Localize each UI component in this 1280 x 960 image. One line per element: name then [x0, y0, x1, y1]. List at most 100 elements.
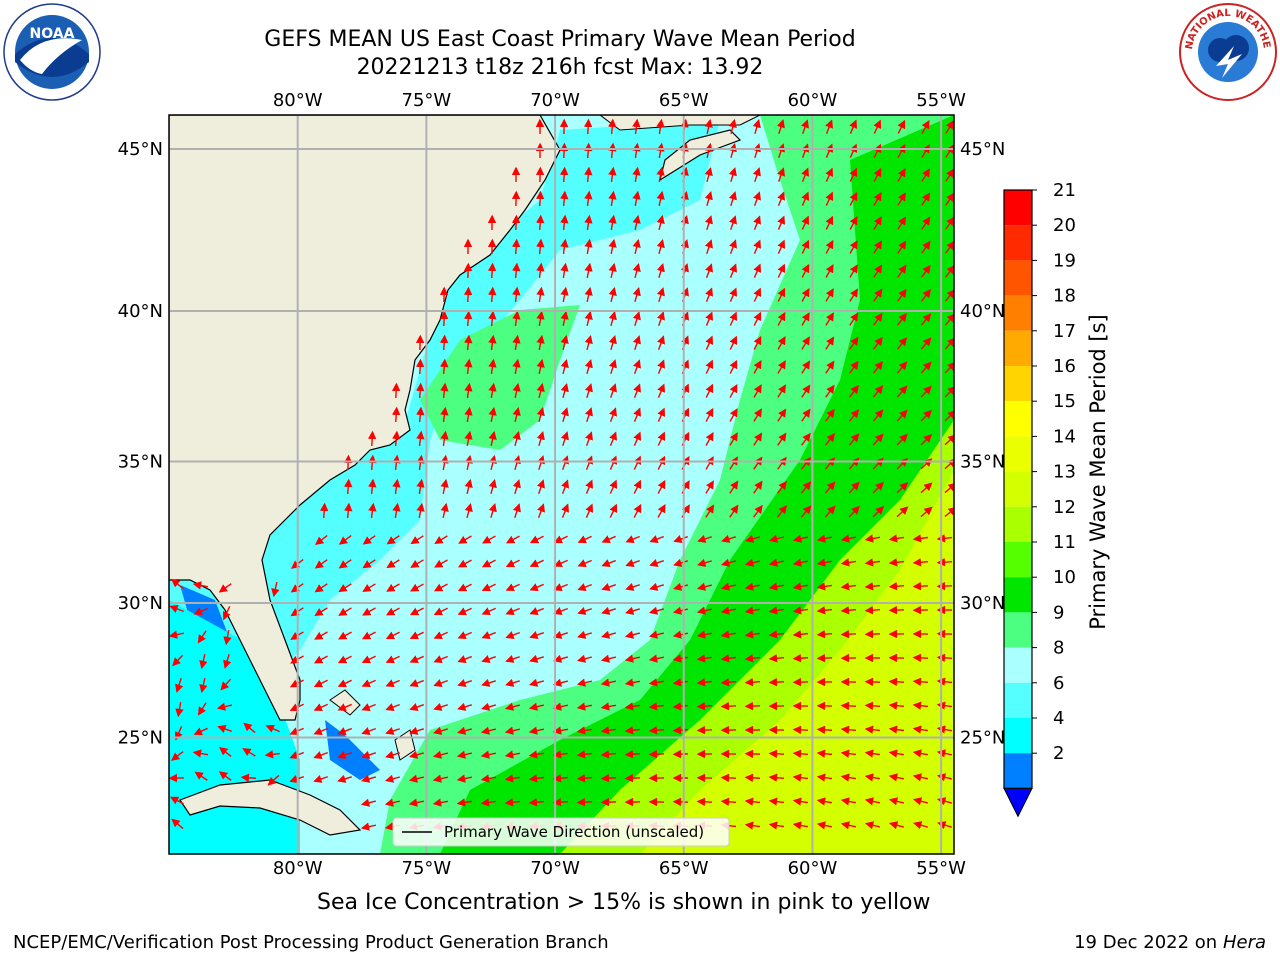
wave-vector [632, 287, 641, 303]
wave-vector [512, 286, 521, 303]
wave-vector [705, 456, 714, 470]
wave-vector [433, 655, 448, 664]
colorbar-segment [1004, 612, 1032, 648]
wave-vector [488, 454, 497, 471]
wave-vector [584, 383, 593, 399]
wave-vector [193, 727, 208, 736]
wave-vector [801, 143, 809, 158]
wave-vector [386, 535, 400, 545]
wave-vector [632, 238, 641, 255]
wave-vector [744, 701, 761, 711]
wave-vector [729, 432, 738, 446]
wave-vector [912, 749, 929, 758]
wave-vector [416, 502, 425, 519]
wave-vector [912, 701, 929, 710]
wave-vector [849, 215, 858, 230]
wave-vector [552, 750, 569, 759]
lat-tick-left: 30°N [118, 593, 163, 614]
wave-vector [584, 262, 593, 279]
wave-vector [432, 774, 449, 783]
wave-vector [314, 583, 328, 593]
lat-tick-right: 45°N [960, 139, 1005, 160]
wave-vector [512, 503, 521, 519]
wave-vector [777, 239, 786, 254]
wave-vector [481, 702, 497, 711]
wave-vector [936, 558, 953, 567]
wave-vector [840, 821, 857, 830]
wave-vector [440, 382, 449, 399]
wave-vector [801, 456, 811, 470]
wave-vector [864, 582, 881, 591]
wave-vector [409, 631, 424, 640]
wave-vector [536, 214, 545, 231]
wave-vector [608, 359, 617, 375]
wave-vector [800, 481, 812, 494]
wave-vector [338, 559, 352, 569]
wave-vector [897, 240, 907, 254]
wave-vector [657, 383, 666, 398]
wave-vector [912, 581, 929, 591]
lon-tick-bottom: 80°W [273, 858, 323, 879]
wave-vector [632, 262, 641, 279]
wave-vector [609, 383, 617, 399]
wave-vector [488, 430, 497, 447]
wave-vector [672, 630, 689, 639]
wave-vector [897, 168, 906, 182]
wave-vector [576, 678, 593, 687]
wave-vector [338, 535, 352, 545]
lon-tick-top: 75°W [402, 90, 452, 111]
wave-vector [314, 534, 328, 545]
wave-vector [512, 382, 521, 399]
wave-vector [849, 119, 858, 134]
wave-vector [801, 167, 810, 182]
wave-vector [577, 630, 593, 639]
wave-vector [433, 726, 449, 735]
wave-vector [921, 216, 931, 230]
colorbar-segment [1004, 401, 1032, 437]
wave-vector [633, 407, 642, 422]
wave-vector [223, 653, 232, 669]
wave-vector [825, 239, 834, 254]
wave-vector [577, 559, 592, 568]
wave-vector [840, 629, 857, 639]
wave-vector [696, 725, 713, 735]
wave-vector [705, 311, 714, 326]
lat-tick-left: 35°N [118, 451, 163, 472]
wave-vector [488, 310, 497, 327]
wave-vector [529, 559, 544, 568]
wave-vector [410, 583, 424, 592]
wave-vector [416, 430, 425, 447]
wave-vector [656, 263, 665, 279]
wave-vector [936, 581, 953, 591]
wave-vector [849, 167, 858, 182]
wave-vector [416, 478, 425, 495]
wave-vector [385, 679, 400, 688]
wave-vector [432, 798, 449, 807]
colorbar-tick-label: 21 [1053, 180, 1076, 201]
wave-vector [744, 582, 761, 591]
wave-vector [752, 119, 761, 135]
wave-vector [672, 678, 689, 687]
wave-vector [536, 382, 545, 399]
wave-vector [576, 654, 593, 663]
wave-vector [585, 479, 594, 494]
wave-vector [505, 607, 520, 616]
wave-vector [488, 358, 497, 375]
wave-vector [704, 191, 713, 207]
nws-logo: NATIONAL WEATHER SERVICE [1178, 2, 1277, 101]
wave-vector [873, 312, 883, 326]
wave-vector [464, 382, 473, 399]
wave-vector [633, 503, 642, 518]
wave-vector [169, 630, 185, 639]
wave-vector [753, 335, 762, 350]
wave-vector [313, 655, 328, 664]
wave-vector [792, 606, 809, 615]
wave-vector [753, 359, 762, 374]
wave-vector [888, 677, 905, 687]
wave-vector [896, 433, 908, 446]
wave-vector [753, 311, 762, 326]
wave-vector [648, 749, 665, 759]
wave-vector [560, 190, 569, 207]
wave-vector [729, 408, 738, 422]
wave-vector [816, 821, 833, 830]
